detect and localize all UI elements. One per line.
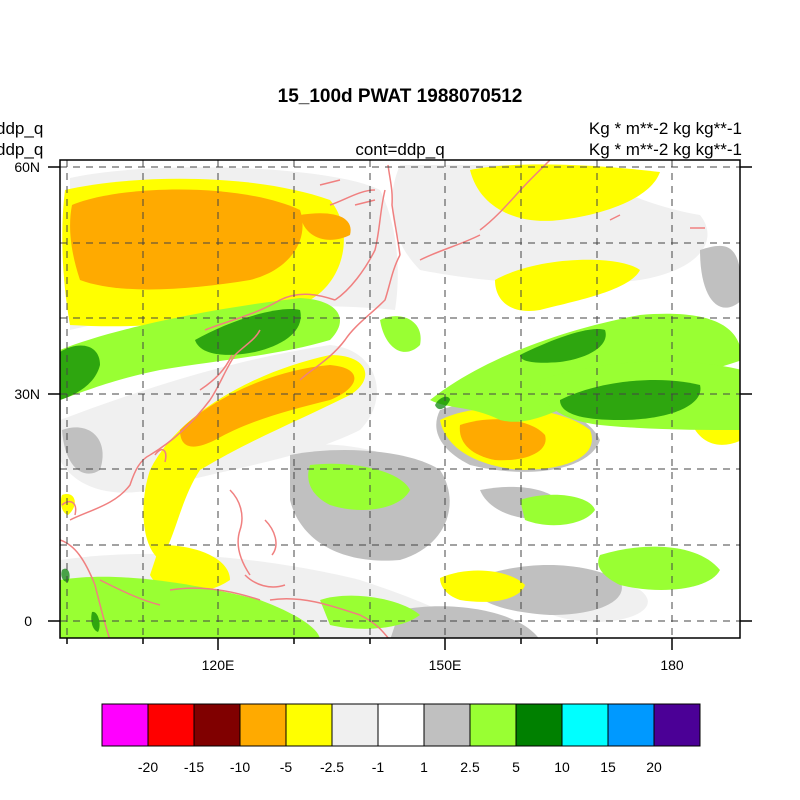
map-field bbox=[60, 160, 740, 638]
lon-labels: 120E 150E 180 bbox=[202, 657, 684, 673]
colorbar-swatch bbox=[239, 703, 287, 747]
field-orange bbox=[70, 189, 546, 461]
lon-label-150e: 150E bbox=[429, 657, 462, 673]
right-label-1: Kg * m**-2 kg kg**-1 bbox=[589, 119, 742, 138]
right-label-2: Kg * m**-2 kg kg**-1 bbox=[589, 140, 742, 159]
colorbar-label: -20 bbox=[138, 759, 158, 775]
lat-label-60n: 60N bbox=[14, 159, 40, 175]
colorbar-label: 20 bbox=[646, 759, 662, 775]
colorbar-swatch bbox=[377, 703, 425, 747]
lat-label-30n: 30N bbox=[14, 386, 40, 402]
colorbar-label: -10 bbox=[230, 759, 250, 775]
colorbar-label: 2.5 bbox=[460, 759, 480, 775]
colorbar-label: -5 bbox=[280, 759, 293, 775]
colorbar-swatch bbox=[607, 703, 655, 747]
colorbar-label: 5 bbox=[512, 759, 520, 775]
colorbar-swatch bbox=[101, 703, 149, 747]
field-dark-green bbox=[60, 309, 701, 632]
colorbar-swatch bbox=[285, 703, 333, 747]
left-label-1: ddp_q bbox=[0, 119, 43, 138]
axis-ticks bbox=[48, 166, 752, 650]
colorbar-swatch bbox=[515, 703, 563, 747]
colorbar-label: 1 bbox=[420, 759, 428, 775]
plot-title: 15_100d PWAT 1988070512 bbox=[278, 86, 523, 107]
colorbar-label: -15 bbox=[184, 759, 204, 775]
lon-label-120e: 120E bbox=[202, 657, 235, 673]
left-label-2: ddp_q bbox=[0, 140, 43, 159]
colorbar-label: 15 bbox=[600, 759, 616, 775]
lat-label-0: 0 bbox=[24, 613, 32, 629]
lat-labels: 60N 30N 0 bbox=[14, 159, 40, 629]
colorbar-swatch bbox=[331, 703, 379, 747]
colorbar-label: -1 bbox=[372, 759, 385, 775]
colorbar-swatch bbox=[561, 703, 609, 747]
map-frame bbox=[59, 159, 741, 639]
colorbar-swatch bbox=[147, 703, 195, 747]
map-grid bbox=[60, 160, 740, 638]
colorbar-swatch bbox=[423, 703, 471, 747]
colorbar: -20 -15 -10 -5 -2.5 -1 1 2.5 5 10 15 20 bbox=[101, 703, 701, 775]
colorbar-swatch bbox=[193, 703, 241, 747]
lon-label-180: 180 bbox=[660, 657, 684, 673]
colorbar-swatch bbox=[469, 703, 517, 747]
center-label: cont=ddp_q bbox=[355, 140, 444, 159]
colorbar-label: 10 bbox=[554, 759, 570, 775]
colorbar-label: -2.5 bbox=[320, 759, 344, 775]
colorbar-swatch bbox=[653, 703, 701, 747]
coastlines bbox=[60, 160, 705, 638]
